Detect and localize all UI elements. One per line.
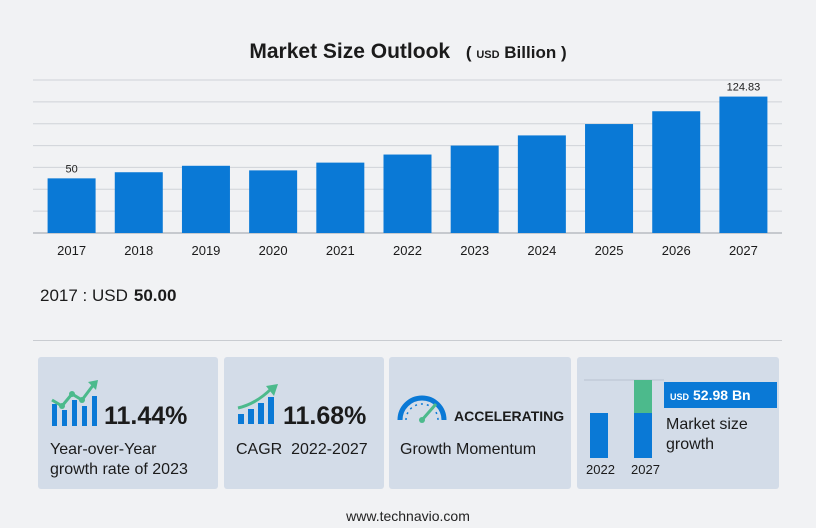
chart-title: Market Size Outlook ( USD Billion )	[0, 40, 816, 64]
x-tick-label: 2019	[191, 243, 220, 258]
bar-2021	[316, 162, 365, 233]
growth-badge: USD 52.98 Bn	[664, 382, 777, 408]
base-year-number: 50.00	[133, 286, 177, 305]
yoy-label-2: growth rate of 2023	[50, 461, 188, 478]
growth-badge-value: 52.98 Bn	[693, 387, 751, 403]
mini-bar-2022	[590, 413, 608, 458]
unit-text: Billion	[504, 43, 557, 62]
cagr-label: CAGR 2022-2027	[236, 441, 368, 458]
yoy-value: 11.44%	[104, 402, 188, 430]
mini-bar-2027-base	[634, 413, 652, 458]
growth-year-end: 2027	[631, 462, 660, 477]
data-label: 50	[65, 163, 77, 175]
x-tick-label: 2018	[124, 243, 153, 258]
bar-2018	[114, 172, 163, 233]
x-tick-label: 2026	[662, 243, 691, 258]
momentum-status: ACCELERATING	[454, 408, 565, 424]
x-tick-label: 2025	[595, 243, 624, 258]
x-tick-label: 2022	[393, 243, 422, 258]
growth-mini-chart	[584, 379, 664, 458]
bar-2023	[450, 145, 499, 233]
speedometer-icon	[397, 395, 447, 423]
bar-2019	[181, 165, 230, 233]
x-tick-label: 2020	[259, 243, 288, 258]
chart-unit: ( USD Billion )	[465, 43, 567, 62]
bar-2020	[249, 170, 298, 233]
bar-2026	[652, 111, 701, 233]
divider	[33, 340, 782, 341]
unit-prefix: USD	[476, 49, 500, 61]
growth-label-1: Market size	[666, 416, 748, 433]
mini-bar-2027-increment	[634, 380, 652, 413]
momentum-label: Growth Momentum	[400, 441, 537, 458]
growth-card	[577, 357, 779, 489]
x-tick-label: 2017	[57, 243, 86, 258]
cagr-value: 11.68%	[283, 402, 367, 430]
yoy-card	[38, 357, 218, 489]
bar-2024	[517, 135, 566, 233]
footer-url: www.technavio.com	[346, 508, 470, 524]
momentum-card	[389, 357, 571, 489]
bar-chart-up-icon	[51, 380, 98, 426]
growth-label-2: growth	[666, 436, 715, 453]
bar-2017	[47, 178, 96, 233]
bar-2025	[585, 124, 634, 233]
x-tick-label: 2023	[460, 243, 489, 258]
x-tick-label: 2024	[527, 243, 556, 258]
x-tick-label: 2021	[326, 243, 355, 258]
chart-title-text: Market Size Outlook	[249, 40, 451, 63]
x-tick-label: 2027	[729, 243, 758, 258]
bar-chart: 2017 50 2018 2019 2020 2021 2022 2023 2024 2025 20…	[33, 79, 782, 258]
base-year-value: 2017 : USD 50.00	[40, 286, 176, 306]
growth-arrow-icon	[237, 384, 278, 424]
growth-year-start: 2022	[586, 462, 615, 477]
base-year-label: 2017 : USD	[40, 286, 128, 305]
bar-2027	[719, 96, 768, 233]
data-label: 124.83	[727, 82, 761, 94]
growth-badge-unit: USD	[670, 392, 690, 402]
yoy-label-1: Year-over-Year	[50, 441, 157, 458]
bar-2022	[383, 154, 432, 233]
